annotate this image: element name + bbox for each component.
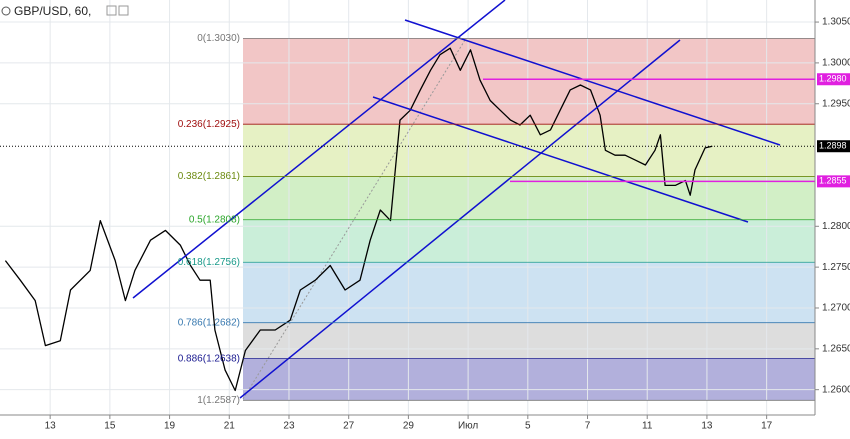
price-tag <box>817 175 850 188</box>
x-tick-label: 27 <box>343 421 355 432</box>
y-tick-label: 1.2700 <box>822 303 850 314</box>
x-tick-label: 23 <box>283 421 295 432</box>
x-tick-label: 29 <box>403 421 415 432</box>
fib-band <box>243 322 815 359</box>
window-button[interactable] <box>118 5 129 16</box>
price-line <box>4 47 713 392</box>
x-tick-label: 19 <box>164 421 176 432</box>
fib-band <box>243 262 815 323</box>
y-tick-label: 1.2800 <box>822 221 850 232</box>
x-tick-label: 13 <box>45 421 57 432</box>
y-tick-label: 1.2650 <box>822 343 850 354</box>
fib-label: 0.382(1.2861) <box>178 171 240 182</box>
y-tick-label: 1.2750 <box>822 262 850 273</box>
x-tick-label: 17 <box>761 421 773 432</box>
fib-label: 0.886(1.2638) <box>178 353 240 364</box>
trend-line <box>239 39 681 399</box>
x-tick-label: 13 <box>701 421 713 432</box>
x-tick-label: 7 <box>585 421 591 432</box>
fib-label: 0.5(1.2808) <box>189 214 240 225</box>
symbol-icon <box>1 6 11 16</box>
y-tick-label: 1.2600 <box>822 384 850 395</box>
chart-title: GBP/USD, 60, <box>14 4 91 18</box>
price-tag-label: 1.2980 <box>819 74 847 84</box>
fib-label: 0.786(1.2682) <box>178 317 240 328</box>
window-button[interactable] <box>106 5 117 16</box>
x-tick-label: 5 <box>525 421 531 432</box>
y-tick-label: 1.2950 <box>822 98 850 109</box>
fib-label: 0.618(1.2756) <box>178 257 240 268</box>
fib-band <box>243 358 815 401</box>
fib-band <box>243 38 815 125</box>
x-tick-label: 15 <box>104 421 116 432</box>
x-tick-label: Июл <box>458 421 478 432</box>
trend-line <box>372 96 749 223</box>
fib-band <box>243 124 815 177</box>
fib-label: 0(1.3030) <box>197 33 240 44</box>
x-tick-label: 11 <box>642 421 653 432</box>
price-tag-label: 1.2898 <box>819 141 847 151</box>
price-tag <box>817 140 850 153</box>
fib-band <box>243 219 815 263</box>
y-tick-label: 1.3050 <box>822 17 850 28</box>
fib-label: 1(1.2587) <box>197 395 240 406</box>
fib-label: 0.236(1.2925) <box>178 119 240 130</box>
trend-line <box>132 0 506 299</box>
fib-band <box>243 176 815 220</box>
price-tag-label: 1.2855 <box>819 176 847 186</box>
x-tick-label: 21 <box>224 421 236 432</box>
price-tag <box>817 73 850 86</box>
y-tick-label: 1.3000 <box>822 58 850 69</box>
